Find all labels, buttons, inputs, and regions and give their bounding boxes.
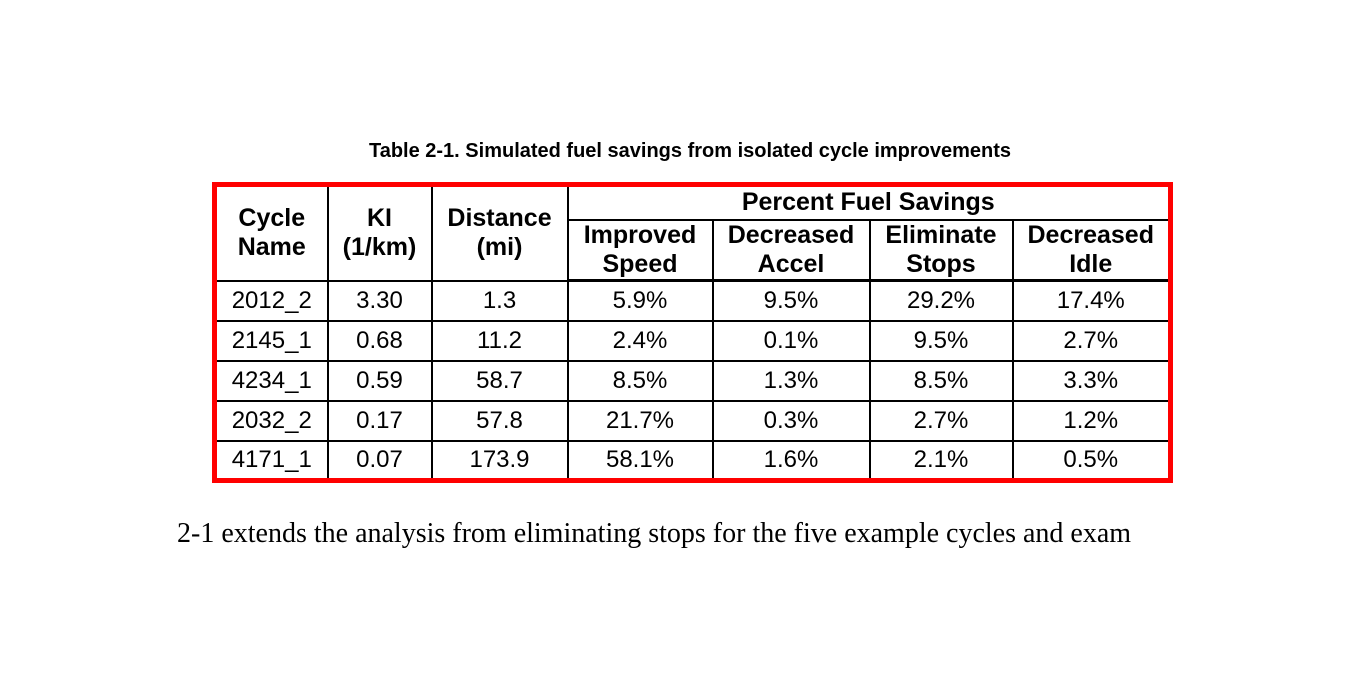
cell-improved-speed: 5.9% xyxy=(566,279,714,322)
cell-cycle-name: 2145_1 xyxy=(213,319,329,362)
cell-eliminate-stops: 29.2% xyxy=(868,279,1014,322)
cell-distance: 11.2 xyxy=(430,319,569,362)
cell-decreased-idle: 0.5% xyxy=(1011,439,1172,482)
cell-decreased-accel: 0.1% xyxy=(711,319,871,362)
table-header: Cycle Name KI (1/km) Distance (mi) Perce… xyxy=(213,183,1172,282)
col-header-improved-speed: Improved Speed xyxy=(566,218,714,282)
cell-eliminate-stops: 2.7% xyxy=(868,399,1014,442)
fuel-savings-table: Cycle Name KI (1/km) Distance (mi) Perce… xyxy=(212,182,1173,483)
cell-eliminate-stops: 2.1% xyxy=(868,439,1014,482)
col-header-cycle-name: Cycle Name xyxy=(213,183,329,282)
col-group-header-percent-fuel-savings: Percent Fuel Savings xyxy=(566,183,1172,221)
cell-decreased-idle: 3.3% xyxy=(1011,359,1172,402)
table-row: 4171_1 0.07 173.9 58.1% 1.6% 2.1% 0.5% xyxy=(213,439,1172,482)
table-row: 2032_2 0.17 57.8 21.7% 0.3% 2.7% 1.2% xyxy=(213,399,1172,442)
cell-cycle-name: 2012_2 xyxy=(213,279,329,322)
col-header-decreased-accel: Decreased Accel xyxy=(711,218,871,282)
cell-ki: 0.59 xyxy=(326,359,433,402)
table-row: 4234_1 0.59 58.7 8.5% 1.3% 8.5% 3.3% xyxy=(213,359,1172,402)
table-caption: Table 2-1. Simulated fuel savings from i… xyxy=(368,140,1012,162)
col-header-decreased-idle: Decreased Idle xyxy=(1011,218,1172,282)
table-header-row-group: Cycle Name KI (1/km) Distance (mi) Perce… xyxy=(213,183,1172,282)
col-header-eliminate-stops: Eliminate Stops xyxy=(868,218,1014,282)
cell-decreased-idle: 1.2% xyxy=(1011,399,1172,442)
cell-improved-speed: 8.5% xyxy=(566,359,714,402)
cell-decreased-accel: 9.5% xyxy=(711,279,871,322)
cell-cycle-name: 4171_1 xyxy=(213,439,329,482)
cell-decreased-idle: 2.7% xyxy=(1011,319,1172,362)
cell-eliminate-stops: 8.5% xyxy=(868,359,1014,402)
table-body: 2012_2 3.30 1.3 5.9% 9.5% 29.2% 17.4% 21… xyxy=(213,279,1172,482)
cell-ki: 0.07 xyxy=(326,439,433,482)
table-row: 2012_2 3.30 1.3 5.9% 9.5% 29.2% 17.4% xyxy=(213,279,1172,322)
cell-ki: 0.17 xyxy=(326,399,433,442)
cell-eliminate-stops: 9.5% xyxy=(868,319,1014,362)
body-text: 2-1 extends the analysis from eliminatin… xyxy=(177,518,1132,549)
cell-decreased-accel: 1.3% xyxy=(711,359,871,402)
cell-improved-speed: 58.1% xyxy=(566,439,714,482)
cell-ki: 3.30 xyxy=(326,279,433,322)
cell-distance: 58.7 xyxy=(430,359,569,402)
cell-cycle-name: 4234_1 xyxy=(213,359,329,402)
cell-decreased-accel: 1.6% xyxy=(711,439,871,482)
col-header-distance: Distance (mi) xyxy=(430,183,569,282)
cell-cycle-name: 2032_2 xyxy=(213,399,329,442)
table-header-row-sub: Improved Speed Decreased Accel Eliminate… xyxy=(215,218,1172,282)
cell-improved-speed: 2.4% xyxy=(566,319,714,362)
cell-decreased-accel: 0.3% xyxy=(711,399,871,442)
cell-distance: 1.3 xyxy=(430,279,569,322)
cell-improved-speed: 21.7% xyxy=(566,399,714,442)
cell-ki: 0.68 xyxy=(326,319,433,362)
col-header-ki: KI (1/km) xyxy=(326,183,433,282)
table-row: 2145_1 0.68 11.2 2.4% 0.1% 9.5% 2.7% xyxy=(213,319,1172,362)
cell-decreased-idle: 17.4% xyxy=(1011,279,1172,322)
cell-distance: 57.8 xyxy=(430,399,569,442)
cell-distance: 173.9 xyxy=(430,439,569,482)
